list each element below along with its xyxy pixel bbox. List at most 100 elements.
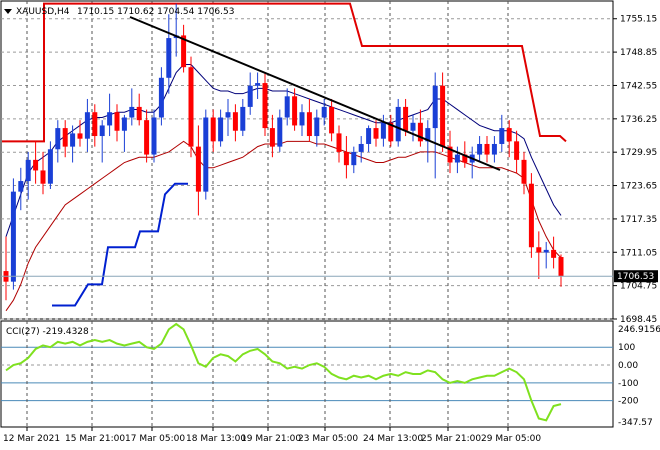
ohlc-values: 1710.15 1710.62 1704.54 1706.53 xyxy=(77,7,234,17)
candle-body xyxy=(114,112,120,131)
time-tick-label: 12 Mar 2021 xyxy=(3,434,60,444)
candle-body xyxy=(506,128,512,142)
candle-body xyxy=(62,128,68,147)
candle-body xyxy=(551,249,557,258)
candle-body xyxy=(380,122,386,139)
cci-grid xyxy=(1,346,613,402)
candle-body xyxy=(454,154,460,163)
dropdown-triangle-icon[interactable] xyxy=(4,9,12,14)
candle-body xyxy=(181,35,187,68)
candle-body xyxy=(107,112,113,126)
candle-body xyxy=(528,183,534,248)
time-tick-label: 25 Mar 21:00 xyxy=(421,434,481,444)
candle-body xyxy=(55,128,61,150)
time-tick-label: 24 Mar 13:00 xyxy=(363,434,423,444)
candle-body xyxy=(129,106,135,118)
stop-lines xyxy=(2,2,567,307)
time-tick-label: 15 Mar 21:00 xyxy=(65,434,125,444)
price-tick-label: 1742.55 xyxy=(620,81,657,91)
symbol-label: XAUUSD,H4 xyxy=(16,7,70,17)
candle-body xyxy=(432,85,438,129)
candle-body xyxy=(299,112,305,126)
candle-body xyxy=(373,128,379,139)
current-price-badge: 1706.53 xyxy=(614,270,658,283)
candle-body xyxy=(77,133,83,139)
cci-line-path xyxy=(5,322,562,422)
candle-body xyxy=(417,122,423,142)
candle-body xyxy=(144,120,150,155)
price-tick-label: 1755.15 xyxy=(620,15,657,25)
main-grid xyxy=(1,18,613,320)
candle-body xyxy=(166,38,172,78)
candle-body xyxy=(462,154,468,163)
price-tick-label: 1736.25 xyxy=(620,115,657,125)
cci-label: CCI(27) -219.4328 xyxy=(6,327,89,337)
price-tick-label: 1729.95 xyxy=(620,148,657,158)
cci-panel-frame xyxy=(0,320,614,428)
candle-body xyxy=(210,117,216,142)
candle-body xyxy=(40,170,46,184)
candle-body xyxy=(188,67,194,147)
candle-body xyxy=(521,159,527,184)
candle-body xyxy=(491,143,497,155)
candle-body xyxy=(292,96,298,126)
candle-body xyxy=(314,117,320,137)
stop-line-red xyxy=(2,2,567,143)
candle-body xyxy=(403,106,409,131)
candle-body xyxy=(306,112,312,137)
candle-body xyxy=(158,77,164,118)
cci-tick-label: -100 xyxy=(618,379,639,389)
price-tick-label: 1717.35 xyxy=(620,215,657,225)
price-tick-label: 1748.85 xyxy=(620,48,657,58)
time-tick-label: 23 Mar 05:00 xyxy=(298,434,358,444)
cci-tick-label: -200 xyxy=(618,397,639,407)
candle-body xyxy=(388,122,394,142)
chart-header: XAUUSD,H4 1710.15 1710.62 1704.54 1706.5… xyxy=(4,7,234,17)
price-tick-label: 1723.65 xyxy=(620,182,657,192)
candle-body xyxy=(136,106,142,121)
stop-line-blue xyxy=(52,182,188,307)
candle-body xyxy=(484,143,490,155)
time-tick-label: 29 Mar 05:00 xyxy=(481,434,541,444)
candles xyxy=(3,3,564,301)
candle-body xyxy=(218,117,224,142)
cci-tick-label: -347.57 xyxy=(618,418,653,428)
candle-body xyxy=(121,117,127,131)
candle-body xyxy=(536,247,542,253)
price-tick-label: 1711.05 xyxy=(620,248,657,258)
price-tick-label: 1704.75 xyxy=(620,282,657,292)
lower-band-line xyxy=(5,140,562,312)
candle-body xyxy=(410,122,416,131)
candle-body xyxy=(499,128,505,144)
upper-band-line xyxy=(5,64,562,237)
candle-body xyxy=(232,112,238,131)
current-price-label: 1706.53 xyxy=(617,272,654,282)
candle-body xyxy=(247,85,253,107)
candle-body xyxy=(84,112,90,139)
candle-body xyxy=(269,128,275,147)
candle-body xyxy=(47,149,53,184)
candle-body xyxy=(351,151,357,166)
time-tick-label: 17 Mar 05:00 xyxy=(125,434,185,444)
candle-body xyxy=(240,106,246,131)
trend-line[interactable] xyxy=(129,16,501,171)
candle-body xyxy=(225,112,231,118)
candle-body xyxy=(92,112,98,137)
candle-body xyxy=(70,133,76,147)
candle-body xyxy=(321,106,327,118)
candle-body xyxy=(25,159,31,182)
cci-tick-label: 100 xyxy=(618,343,635,353)
candle-body xyxy=(366,128,372,144)
cci-tick-label: 0.00 xyxy=(618,361,638,371)
candle-body xyxy=(203,117,209,192)
time-axis: 12 Mar 2021 15 Mar 21:00 17 Mar 05:00 18 Ma… xyxy=(3,427,541,444)
candle-body xyxy=(277,117,283,147)
candle-body xyxy=(343,151,349,166)
candle-body xyxy=(255,83,261,86)
price-tick-label: 1698.45 xyxy=(620,315,657,325)
candle-body xyxy=(543,249,549,253)
candle-body xyxy=(329,106,335,134)
candle-body xyxy=(195,146,201,192)
